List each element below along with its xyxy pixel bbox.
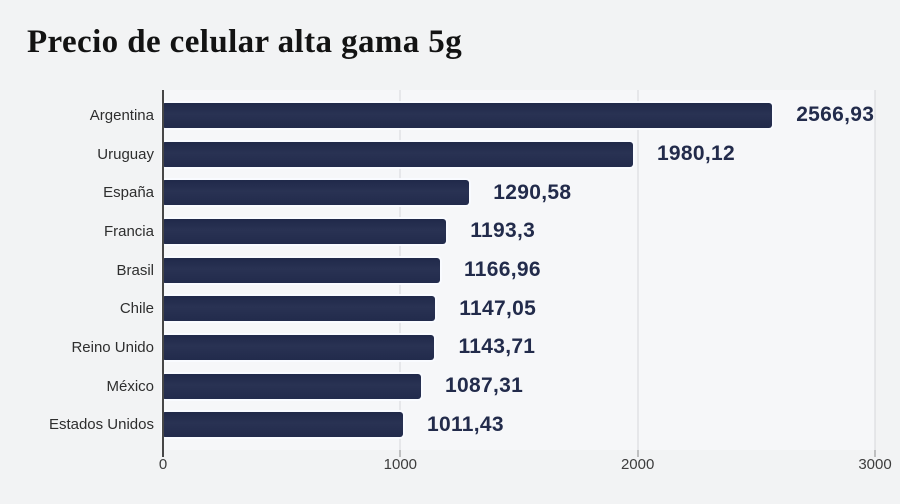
bar-row: Estados Unidos 1011,43: [0, 405, 900, 444]
bar: [163, 102, 773, 128]
value-label: 1087,31: [445, 374, 524, 398]
category-label: Argentina: [89, 106, 154, 124]
category-label: Chile: [119, 300, 154, 318]
x-tick-label: 3000: [858, 456, 892, 473]
category-label: Reino Unido: [71, 338, 154, 356]
value-label: 1011,43: [427, 412, 504, 436]
bar-cell: 2566,93: [163, 96, 875, 135]
bar-cell: 1143,71: [163, 328, 875, 367]
grid-line: [874, 90, 876, 450]
category-label: Francia: [103, 222, 154, 240]
bar-cell: 1087,31: [163, 367, 875, 406]
value-label: 1980,12: [656, 142, 735, 165]
category-label: México: [106, 377, 154, 395]
value-label: 1166,96: [463, 258, 541, 282]
category-label: España: [103, 184, 154, 202]
axis-tick: [399, 450, 401, 457]
category-label: Brasil: [116, 261, 154, 279]
value-label: 1143,71: [458, 335, 536, 359]
bar-row: Brasil 1166,96: [0, 251, 900, 290]
bar-cell: 1166,96: [163, 251, 875, 290]
value-label: 1193,3: [470, 219, 536, 243]
x-tick-label: 0: [158, 456, 168, 473]
bar-row: Argentina 2566,93: [0, 96, 900, 135]
bar-row: Chile 1147,05: [0, 289, 900, 328]
x-axis: 0 1000 2000 3000: [0, 456, 900, 478]
y-axis-line: [162, 90, 164, 457]
bar-row: Uruguay 1980,12: [0, 135, 900, 174]
x-tick-label: 1000: [383, 456, 418, 473]
grid-line: [637, 90, 639, 450]
bar-cell: 1011,43: [163, 405, 875, 444]
category-label: Uruguay: [97, 145, 154, 163]
bar-cell: 1193,3: [163, 212, 875, 251]
bar-cell: 1290,58: [163, 173, 875, 212]
bar-cell: 1980,12: [163, 135, 875, 174]
bar-row: Reino Unido 1143,71: [0, 328, 900, 367]
bar-cell: 1147,05: [163, 289, 875, 328]
bar: [163, 296, 436, 322]
bar-row: México 1087,31: [0, 367, 900, 406]
bar: [163, 334, 435, 360]
rows: Argentina 2566,93 Uruguay 1980,12 España…: [0, 96, 900, 444]
category-label: Estados Unidos: [48, 416, 154, 434]
bar: [163, 412, 404, 438]
axis-tick: [637, 450, 639, 457]
axis-tick: [874, 450, 876, 457]
bar: [163, 180, 470, 206]
value-label: 1290,58: [493, 180, 572, 204]
bar: [163, 141, 633, 167]
bar: [163, 218, 447, 244]
bar: [163, 257, 440, 283]
bar: [163, 373, 422, 399]
bar-row: España 1290,58: [0, 173, 900, 212]
bar-row: Francia 1193,3: [0, 212, 900, 251]
x-tick-label: 2000: [620, 456, 655, 473]
value-label: 1147,05: [459, 296, 537, 320]
chart-title: Precio de celular alta gama 5g: [27, 24, 463, 60]
value-label: 2566,93: [796, 103, 875, 127]
